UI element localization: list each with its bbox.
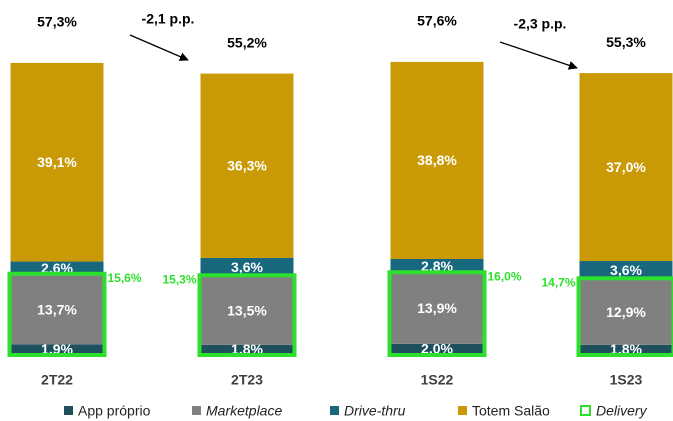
x-tick-label: 1S23 [610, 372, 643, 388]
bar-segment [390, 343, 484, 354]
bar-segment [200, 276, 294, 345]
bar-segment [579, 344, 673, 354]
bar-segment [579, 73, 673, 262]
delivery-box [576, 276, 673, 358]
delivery-box [197, 273, 297, 357]
delivery-label: 15,3% [162, 272, 196, 286]
legend-swatch [64, 406, 73, 415]
legend-label: Drive-thru [344, 403, 406, 419]
total-label: 57,3% [37, 14, 77, 30]
bar-segment [10, 274, 104, 345]
delivery-box [7, 271, 107, 358]
data-label: 38,8% [417, 152, 457, 168]
data-label: 37,0% [606, 159, 646, 175]
delivery-label: 16,0% [488, 269, 522, 283]
legend-swatch [580, 405, 591, 416]
arrow [499, 41, 578, 70]
total-label: 55,3% [606, 34, 646, 50]
data-label: 2,8% [421, 258, 453, 274]
delivery-box [387, 270, 487, 357]
bar-segment [579, 279, 673, 345]
x-tick-label: 2T22 [41, 372, 73, 388]
data-label: 3,6% [231, 259, 263, 275]
x-tick-label: 2T23 [231, 372, 263, 388]
data-label: 39,1% [37, 154, 77, 170]
data-label: 36,3% [227, 157, 267, 173]
bar-segment [579, 261, 673, 280]
legend-swatch [330, 406, 339, 415]
legend-label: Totem Salão [472, 403, 550, 419]
legend-swatch [458, 406, 467, 415]
bar-segment [200, 73, 294, 258]
annotation: -2,3 p.p. [514, 16, 567, 32]
delivery-label: 15,6% [108, 271, 142, 285]
bar-segment [10, 62, 104, 262]
data-label: 3,6% [610, 262, 642, 278]
data-label: 13,7% [37, 301, 77, 317]
legend-label: Delivery [596, 403, 648, 419]
total-label: 55,2% [227, 34, 267, 50]
data-label: 2,0% [421, 341, 453, 357]
bar-segment [10, 261, 104, 275]
x-tick-label: 1S22 [421, 372, 454, 388]
bar-segment [390, 61, 484, 260]
annotation: -2,1 p.p. [142, 11, 195, 27]
data-label: 1,9% [41, 341, 73, 357]
data-label: 12,9% [606, 304, 646, 320]
bar-segment [200, 344, 294, 354]
legend-label: App próprio [78, 403, 151, 419]
total-label: 57,6% [417, 13, 457, 29]
legend-label: Marketplace [206, 403, 282, 419]
bar-segment [390, 259, 484, 274]
arrow [129, 34, 189, 61]
delivery-label: 14,7% [541, 275, 575, 289]
legend-swatch [192, 406, 201, 415]
bar-segment [200, 257, 294, 277]
bar-segment [10, 344, 104, 354]
data-label: 13,5% [227, 302, 267, 318]
data-label: 13,9% [417, 300, 457, 316]
bar-segment [390, 273, 484, 344]
